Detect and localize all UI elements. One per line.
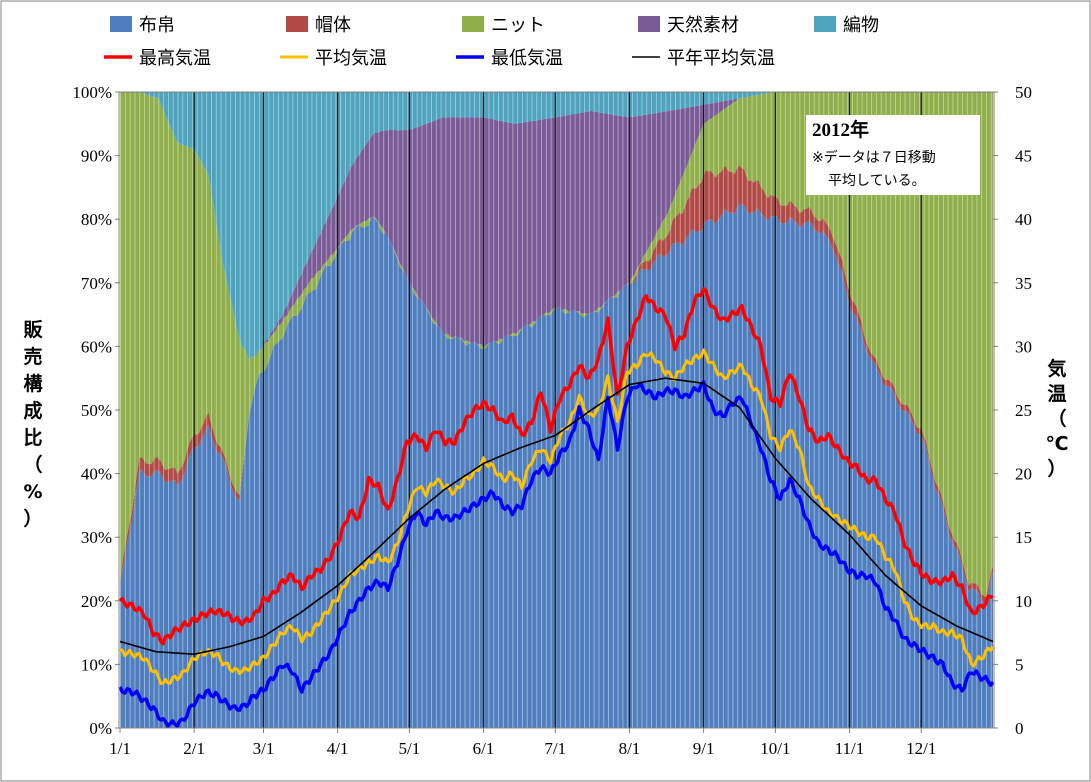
annotation-background [806,115,980,195]
y-right-tick-label: 40 [1015,210,1032,229]
y-right-tick-label: 20 [1015,465,1032,484]
y-left-label-char: % [23,481,42,503]
annotation-line-2: 平均している。 [828,173,926,189]
y-left-tick-label: 10% [81,655,112,674]
y-right-label-char: 温 [1047,383,1066,405]
legend-swatch [286,16,308,32]
x-tick-label: 7/1 [544,739,566,758]
y-left-label-char: 構 [23,372,42,395]
y-left-label-char: 比 [23,427,42,449]
y-right-tick-label: 25 [1015,401,1032,420]
y-right-label-char: 気 [1047,357,1066,380]
temperature-lines [118,287,995,728]
y-right-label: 気温（ ℃） [1045,357,1068,480]
y-left-label-char: 販 [23,319,43,341]
legend-label: 天然素材 [667,15,739,36]
x-tick-label: 9/1 [693,739,715,758]
x-tick-label: 10/1 [760,739,790,758]
x-axis: 1/1 2/1 3/1 4/1 5/1 6/1 7/1 8/1 9/1 10/1 11/1 12/1 [109,728,936,758]
legend-label: 平年平均気温 [667,48,775,69]
y-left-tick-label: 30% [81,528,112,547]
y-right-tick-label: 0 [1015,719,1024,738]
y-left-tick-label: 90% [81,147,112,166]
y-right-label-char: ℃ [1045,433,1068,455]
legend-label: 編物 [843,15,879,36]
legend-label: 帽体 [315,15,351,36]
legend-swatch [110,16,132,32]
y-right-label-char: （ [1047,407,1066,430]
legend-swatch [814,16,836,32]
legend-swatch [462,16,484,32]
x-tick-label: 4/1 [327,739,349,758]
x-tick-label: 8/1 [619,739,641,758]
x-tick-label: 3/1 [253,739,275,758]
x-tick-label: 11/1 [835,739,865,758]
legend-swatch [638,16,660,32]
line-平年平均気温 [119,377,994,655]
legend-label: 布帛 [139,15,175,36]
x-tick-label: 6/1 [473,739,495,758]
x-tick-label: 1/1 [109,739,131,758]
y-left-label-char: 売 [23,345,42,368]
line-最低気温 [118,380,995,728]
y-left-tick-label: 70% [81,274,112,293]
x-tick-label: 5/1 [399,739,421,758]
y-right-tick-label: 35 [1015,274,1032,293]
y-axis-right: 0 5 10 15 20 25 30 35 40 45 50 [993,83,1032,738]
y-right-tick-label: 10 [1015,592,1032,611]
legend-label: 最低気温 [491,48,563,69]
y-right-tick-label: 45 [1015,147,1032,166]
y-left-tick-label: 100% [72,83,112,102]
y-left-label-char: 成 [23,399,42,422]
annotation-title: 2012年 [812,118,869,141]
y-right-label-char: ） [1047,457,1066,480]
y-left-tick-label: 80% [81,210,112,229]
y-left-tick-label: 20% [81,592,112,611]
annotation-line-1: ※データは７日移動 [812,149,936,166]
y-right-tick-label: 30 [1015,337,1032,356]
annotation-box: 2012年 ※データは７日移動 平均している。 [806,115,980,195]
y-left-tick-label: 40% [81,465,112,484]
line-平均気温 [119,348,995,685]
x-tick-label: 12/1 [906,739,936,758]
legend-label: ニット [491,15,545,36]
legend-label: 最高気温 [139,48,211,69]
y-right-tick-label: 5 [1015,655,1024,674]
line-最高気温 [118,287,994,646]
y-left-tick-label: 0% [89,719,112,738]
y-right-tick-label: 15 [1015,528,1032,547]
legend-label: 平均気温 [315,48,387,69]
y-left-label-char: （ [23,453,42,476]
x-tick-label: 2/1 [183,739,205,758]
y-right-tick-label: 50 [1015,83,1032,102]
y-left-tick-label: 50% [81,401,112,420]
y-axis-left: 0% 10% 20% 30% 40% 50% 60% 70% 80% 90% 100% [72,83,120,738]
area-天然素材 [120,92,993,361]
y-left-tick-label: 60% [81,337,112,356]
y-left-label-char: ） [23,507,42,530]
